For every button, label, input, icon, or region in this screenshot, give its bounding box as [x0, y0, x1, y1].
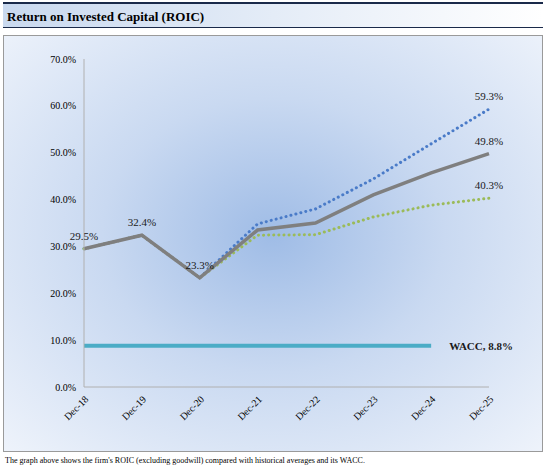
svg-text:Dec-21: Dec-21 [235, 394, 264, 423]
svg-text:20.0%: 20.0% [50, 288, 76, 299]
svg-text:32.4%: 32.4% [128, 216, 156, 228]
svg-text:30.0%: 30.0% [50, 241, 76, 252]
svg-text:23.3%: 23.3% [186, 259, 214, 271]
svg-text:Dec-18: Dec-18 [62, 394, 91, 423]
html-text:Return on Invested Capital (RO: Return on Invested Capital (ROIC) [7, 9, 205, 24]
svg-text:60.0%: 60.0% [50, 100, 76, 111]
svg-text:29.5%: 29.5% [70, 230, 98, 242]
svg-text:Dec-19: Dec-19 [120, 394, 149, 423]
svg-text:WACC, 8.8%: WACC, 8.8% [449, 340, 513, 352]
svg-text:Dec-20: Dec-20 [178, 394, 207, 423]
svg-text:49.8%: 49.8% [475, 135, 503, 147]
svg-text:0.0%: 0.0% [55, 382, 76, 393]
svg-text:10.0%: 10.0% [50, 335, 76, 346]
svg-text:59.3%: 59.3% [475, 90, 503, 102]
svg-text:50.0%: 50.0% [50, 147, 76, 158]
svg-text:40.0%: 40.0% [50, 194, 76, 205]
svg-text:Dec-22: Dec-22 [293, 394, 322, 423]
html-text:The graph above shows the firm: The graph above shows the firm's ROIC (e… [5, 456, 365, 465]
svg-text:Dec-25: Dec-25 [467, 394, 496, 423]
svg-text:Dec-23: Dec-23 [351, 394, 380, 423]
svg-text:70.0%: 70.0% [50, 54, 76, 65]
svg-text:40.3%: 40.3% [475, 179, 503, 191]
svg-text:Dec-24: Dec-24 [409, 394, 438, 423]
